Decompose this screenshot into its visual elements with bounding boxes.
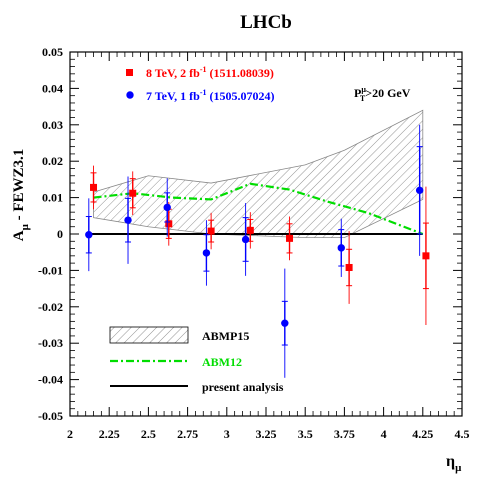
legend-label-7tev: 7 TeV, 1 fb-1 (1505.07024)	[146, 88, 274, 103]
y-tick-label: -0.02	[38, 300, 63, 314]
data-point-7tev	[163, 203, 171, 212]
data-point-7tev	[124, 216, 132, 224]
pt-cut-annotation: Pμ T>20 GeV	[354, 85, 411, 103]
data-point-8tev	[165, 220, 173, 228]
x-axis-label: ημ	[446, 453, 462, 474]
top-legend: 8 TeV, 2 fb-1 (1511.08039) 7 TeV, 1 fb-1…	[126, 65, 274, 103]
y-tick-label: 0.02	[42, 154, 63, 168]
x-tick-label: 2	[67, 427, 73, 441]
x-tick-label: 3.25	[256, 427, 277, 441]
y-tick-label: 0.05	[42, 45, 63, 59]
data-point-7tev	[202, 249, 211, 257]
x-tick-label: 3	[224, 427, 230, 441]
data-point-8tev	[90, 183, 98, 191]
y-tick-label: -0.05	[38, 409, 63, 423]
data-point-8tev	[129, 189, 137, 197]
data-point-8tev	[286, 234, 294, 242]
legend-marker-8tev	[126, 69, 133, 76]
x-tick-label: 2.5	[141, 427, 156, 441]
x-tick-label: 2.75	[177, 427, 198, 441]
bottom-legend: ABMP15 ABM12 present analysis	[109, 326, 284, 394]
data-point-7tev	[415, 186, 424, 195]
y-tick-label: -0.01	[38, 263, 63, 277]
data-point-7tev	[241, 235, 250, 244]
chart-title: LHCb	[240, 12, 292, 33]
data-point-8tev	[422, 252, 430, 260]
legend-marker-7tev	[126, 91, 134, 99]
legend-label-abm12: ABM12	[202, 355, 242, 369]
data-point-layer	[85, 124, 430, 378]
y-tick-label: 0	[57, 227, 63, 241]
data-point-7tev	[281, 319, 289, 327]
x-tick-label: 4.5	[455, 427, 470, 441]
x-tick-label: 3.5	[298, 427, 313, 441]
y-tick-label: 0.01	[42, 191, 63, 205]
legend-swatch-abmp15	[109, 326, 189, 344]
data-point-8tev	[207, 227, 215, 235]
y-tick-label: 0.03	[42, 118, 63, 132]
x-tick-label: 3.75	[334, 427, 355, 441]
y-axis-label: Aμ - FEWZ3.1	[11, 149, 31, 242]
axis-ticks: 2 2.25 2.5 2.75 3 3.25 3.5 3.75 4 4.25 4.5 -0.05 -0.…	[38, 45, 470, 441]
data-point-7tev	[85, 231, 93, 239]
x-tick-label: 2.25	[99, 427, 120, 441]
theory-line-layer	[85, 182, 424, 236]
abm12-line	[93, 182, 424, 236]
data-point-8tev	[345, 263, 353, 271]
legend-label-8tev: 8 TeV, 2 fb-1 (1511.08039)	[146, 65, 274, 80]
data-point-7tev	[337, 244, 345, 252]
data-point-8tev	[246, 226, 254, 234]
legend-label-present: present analysis	[202, 380, 284, 394]
y-tick-label: -0.03	[38, 336, 63, 350]
y-tick-label: -0.04	[38, 373, 63, 387]
x-tick-label: 4	[381, 427, 387, 441]
legend-label-abmp15: ABMP15	[202, 329, 249, 343]
y-tick-label: 0.04	[42, 81, 63, 95]
x-tick-label: 4.25	[412, 427, 433, 441]
abmp15-uncertainty-band	[93, 109, 424, 239]
abmp15-band-layer	[93, 109, 424, 239]
